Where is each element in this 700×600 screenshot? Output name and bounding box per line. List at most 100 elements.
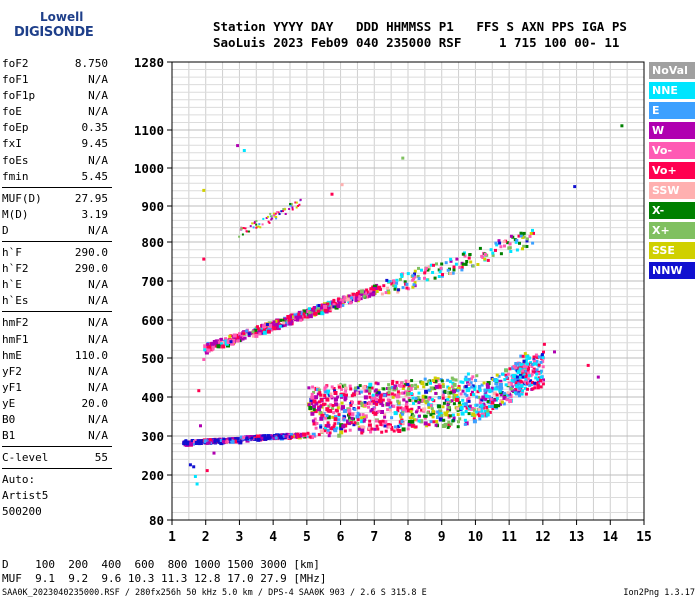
echo-point bbox=[452, 396, 456, 400]
echo-point bbox=[358, 384, 362, 388]
param-name: foE bbox=[2, 105, 22, 119]
echo-point bbox=[454, 378, 458, 382]
echo-point bbox=[279, 318, 283, 322]
echo-point bbox=[221, 440, 225, 443]
echo-point bbox=[368, 382, 373, 387]
echo-point bbox=[524, 386, 527, 390]
echo-point bbox=[357, 400, 362, 405]
echo-point bbox=[473, 385, 477, 389]
echo-point bbox=[410, 399, 414, 403]
param-value: N/A bbox=[88, 89, 108, 103]
echo-point bbox=[377, 409, 381, 413]
echo-point bbox=[365, 294, 369, 299]
echo-point bbox=[236, 339, 240, 343]
echo-point bbox=[274, 319, 278, 323]
echo-point bbox=[358, 295, 362, 299]
echo-point bbox=[254, 333, 259, 338]
echo-point bbox=[424, 389, 429, 394]
echo-point bbox=[329, 403, 333, 407]
echo-point bbox=[360, 428, 365, 433]
echo-point bbox=[526, 387, 529, 391]
echo-point bbox=[388, 406, 392, 410]
echo-point bbox=[341, 384, 344, 388]
echo-point bbox=[337, 433, 342, 438]
echo-point bbox=[534, 353, 538, 357]
echo-point bbox=[275, 216, 278, 218]
echo-point bbox=[362, 417, 367, 421]
echo-point bbox=[282, 210, 284, 212]
echo-point bbox=[455, 397, 459, 402]
echo-point bbox=[460, 268, 464, 272]
echo-point bbox=[374, 388, 378, 392]
echo-point bbox=[524, 364, 528, 368]
echo-point bbox=[280, 324, 284, 328]
echo-point bbox=[390, 416, 394, 420]
echo-point bbox=[417, 266, 420, 270]
echo-point bbox=[393, 425, 397, 429]
echo-point bbox=[192, 465, 196, 469]
echo-point bbox=[494, 241, 498, 245]
echo-point bbox=[325, 407, 330, 412]
echo-point bbox=[378, 420, 382, 424]
echo-point bbox=[497, 239, 501, 243]
echo-point bbox=[312, 404, 317, 409]
echo-point bbox=[533, 386, 537, 390]
param-name: hmF1 bbox=[2, 332, 29, 346]
echo-point bbox=[266, 329, 271, 334]
echo-point bbox=[320, 413, 325, 418]
echo-point bbox=[507, 383, 511, 387]
echo-point bbox=[501, 372, 505, 376]
echo-point bbox=[459, 380, 463, 384]
echo-point bbox=[453, 398, 457, 401]
echo-point bbox=[508, 242, 512, 246]
echo-point bbox=[508, 399, 513, 403]
echo-point bbox=[476, 390, 480, 394]
echo-point bbox=[449, 259, 453, 263]
echo-point bbox=[319, 393, 323, 397]
echo-point bbox=[373, 411, 378, 416]
echo-point bbox=[297, 310, 301, 314]
echo-point bbox=[343, 429, 347, 433]
echo-point bbox=[399, 381, 403, 385]
echo-point bbox=[310, 435, 314, 440]
echo-point bbox=[500, 386, 504, 390]
echo-point bbox=[390, 427, 394, 431]
param-row: hmF2 N/A bbox=[2, 315, 112, 331]
echo-point bbox=[498, 383, 503, 387]
echo-point bbox=[289, 432, 293, 436]
echo-point bbox=[208, 438, 212, 442]
echo-point bbox=[247, 230, 250, 233]
echo-point bbox=[493, 387, 497, 391]
param-row: fxI 9.45 bbox=[2, 136, 112, 152]
echo-point bbox=[368, 294, 372, 298]
echo-point bbox=[541, 359, 545, 363]
echo-point bbox=[234, 437, 238, 441]
echo-point bbox=[261, 223, 264, 226]
echo-point bbox=[518, 394, 521, 398]
echo-point bbox=[539, 385, 543, 389]
echo-point bbox=[216, 344, 221, 349]
echo-point bbox=[387, 391, 391, 394]
echo-point bbox=[287, 318, 291, 322]
echo-point bbox=[436, 410, 440, 414]
echo-point bbox=[290, 435, 294, 439]
param-row: foEp 0.35 bbox=[2, 120, 112, 136]
echo-point bbox=[407, 420, 411, 423]
echo-point bbox=[480, 409, 484, 413]
echo-point bbox=[484, 397, 488, 401]
param-value: 8.750 bbox=[74, 57, 108, 70]
echo-point bbox=[313, 311, 318, 316]
echo-point bbox=[437, 275, 441, 278]
echo-point bbox=[527, 380, 531, 384]
echo-point bbox=[446, 425, 450, 429]
echo-point bbox=[409, 410, 413, 414]
muf-distance-row: D 100 200 400 600 800 1000 1500 3000 [km… bbox=[2, 558, 320, 571]
echo-point bbox=[505, 375, 509, 379]
echo-point bbox=[498, 241, 502, 245]
echo-point bbox=[323, 394, 327, 397]
echo-point bbox=[485, 405, 489, 409]
echo-point bbox=[192, 442, 196, 446]
echo-point bbox=[479, 403, 484, 408]
echo-point bbox=[357, 427, 361, 431]
echo-point bbox=[341, 424, 346, 429]
